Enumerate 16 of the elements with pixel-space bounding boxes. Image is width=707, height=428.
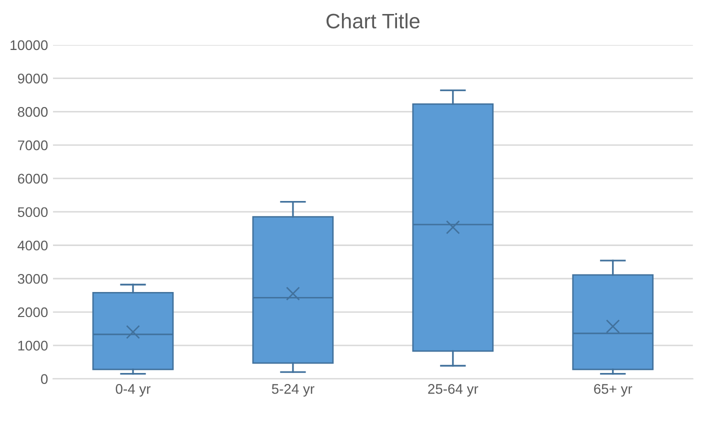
y-tick-label: 10000	[10, 40, 48, 50]
y-tick-label: 1000	[18, 340, 48, 351]
x-tick-label: 25-64 yr	[428, 384, 478, 397]
y-tick-label: 0	[40, 374, 48, 384]
y-tick-label: 4000	[18, 240, 48, 250]
x-tick-label: 65+ yr	[594, 384, 632, 397]
y-tick-label: 3000	[18, 274, 48, 284]
y-tick-label: 9000	[18, 74, 48, 84]
y-tick-label: 7000	[18, 140, 48, 150]
x-tick-label: 5-24 yr	[272, 384, 314, 397]
chart-title: Chart Title	[326, 13, 420, 28]
y-tick-label: 2000	[18, 307, 48, 318]
x-tick-label: 0-4 yr	[116, 384, 151, 397]
y-tick-label: 8000	[18, 107, 48, 117]
y-tick-label: 5000	[18, 207, 48, 218]
y-tick-label: 6000	[18, 174, 48, 184]
